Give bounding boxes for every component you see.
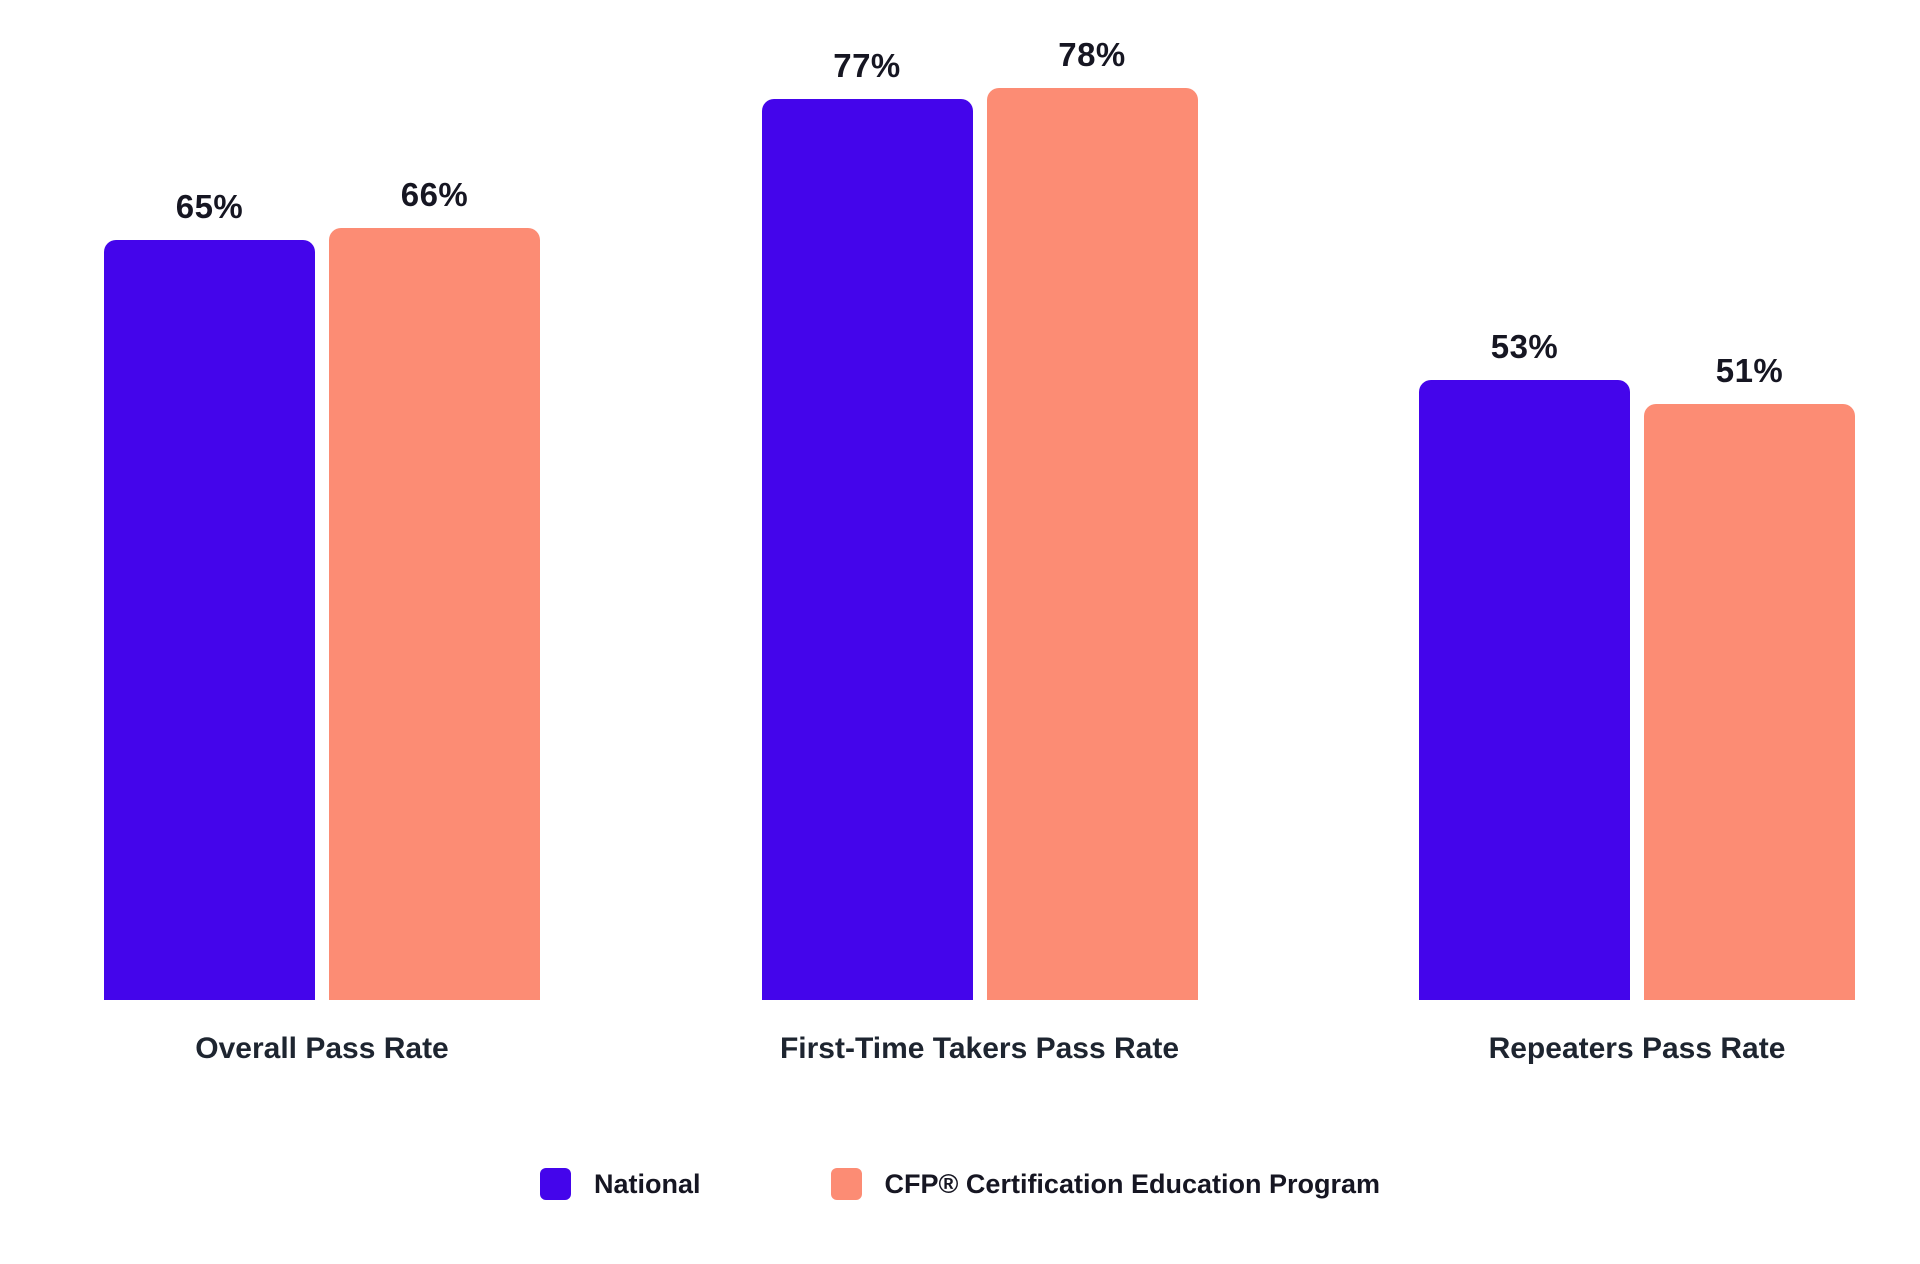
bar-series-1: 51% [1644, 352, 1855, 1000]
value-label: 78% [1058, 35, 1126, 73]
bar-group: 77% 78% First-Time Takers Pass Rate [761, 0, 1198, 1066]
legend-item: National [540, 1168, 701, 1200]
bar-series-0: 77% [761, 47, 973, 1000]
category-label: Overall Pass Rate [195, 1032, 449, 1065]
value-label: 77% [833, 47, 901, 85]
category-label: Repeaters Pass Rate [1488, 1032, 1786, 1065]
legend-swatch-icon [540, 1168, 572, 1200]
value-label: 65% [175, 187, 244, 225]
value-label: 66% [400, 176, 469, 214]
category-label: First-Time Takers Pass Rate [779, 1032, 1180, 1065]
bar-series-0: 65% [104, 188, 315, 1000]
legend-label: CFP® Certification Education Program [884, 1168, 1380, 1199]
bar-pair: 65% 66% [104, 0, 540, 1000]
bar-pair: 53% 51% [1419, 0, 1855, 1000]
bar-series-0: 53% [1419, 328, 1630, 1000]
legend: National CFP® Certification Education Pro… [0, 1168, 1920, 1200]
bar-series-1: 66% [329, 176, 540, 1000]
bar-group: 65% 66% Overall Pass Rate [104, 0, 540, 1066]
value-label: 53% [1490, 328, 1559, 366]
value-label: 51% [1715, 351, 1784, 389]
bar-series-1: 78% [986, 36, 1198, 1000]
legend-label: National [594, 1168, 701, 1199]
legend-swatch-icon [830, 1168, 862, 1200]
plot-area: 65% 66% Overall Pass Rate 77% 78% First-Time … [104, 0, 1855, 1066]
bar-group: 53% 51% Repeaters Pass Rate [1419, 0, 1855, 1066]
bar-pair: 77% 78% [761, 0, 1198, 1000]
legend-item: CFP® Certification Education Program [830, 1168, 1380, 1200]
